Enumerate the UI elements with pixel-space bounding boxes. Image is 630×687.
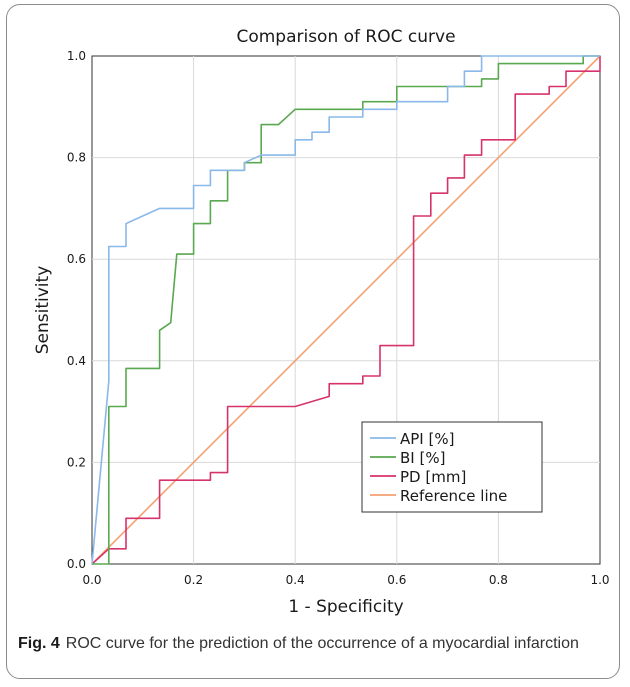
legend-label-pd-mm: PD [mm] <box>400 468 466 486</box>
axis-ticks: 0.0 0.2 0.4 0.6 0.8 1.0 0.0 0.2 0.4 0.6 0.8 1.0 <box>67 49 610 587</box>
chart-title: Comparison of ROC curve <box>236 27 455 47</box>
y-tick-label: 0.8 <box>67 151 86 165</box>
x-tick-label: 0.0 <box>82 573 101 587</box>
series-line-reference-line <box>91 55 601 565</box>
y-tick-label: 0.0 <box>67 557 86 571</box>
y-tick-label: 0.6 <box>67 252 86 266</box>
legend-label-reference-line: Reference line <box>400 487 507 505</box>
legend-label-bi: BI [%] <box>400 449 445 467</box>
x-tick-label: 0.2 <box>184 573 203 587</box>
legend: API [%]BI [%]PD [mm]Reference line <box>361 421 543 513</box>
roc-series <box>91 55 601 565</box>
series-line-api <box>91 55 600 565</box>
roc-chart: Comparison of ROC curve 0.0 0.2 0.4 0.6 0.8 1… <box>33 27 610 617</box>
figure-caption: Fig. 4 ROC curve for the prediction of th… <box>18 632 608 656</box>
caption-text: ROC curve for the prediction of the occu… <box>65 635 579 652</box>
x-tick-label: 0.6 <box>387 573 406 587</box>
legend-label-api: API [%] <box>400 430 454 448</box>
x-tick-label: 1.0 <box>590 573 609 587</box>
series-line-pd-mm <box>91 56 601 565</box>
y-axis-label: Sensitivity <box>33 266 53 355</box>
legend-box <box>361 421 543 513</box>
figure-frame <box>6 4 620 679</box>
x-tick-label: 0.8 <box>489 573 508 587</box>
caption-label: Fig. 4 <box>18 635 60 652</box>
x-tick-label: 0.4 <box>286 573 305 587</box>
y-tick-label: 0.4 <box>67 354 86 368</box>
x-axis-label: 1 - Specificity <box>288 597 403 617</box>
y-tick-label: 0.2 <box>67 455 86 469</box>
y-tick-label: 1.0 <box>67 49 86 63</box>
